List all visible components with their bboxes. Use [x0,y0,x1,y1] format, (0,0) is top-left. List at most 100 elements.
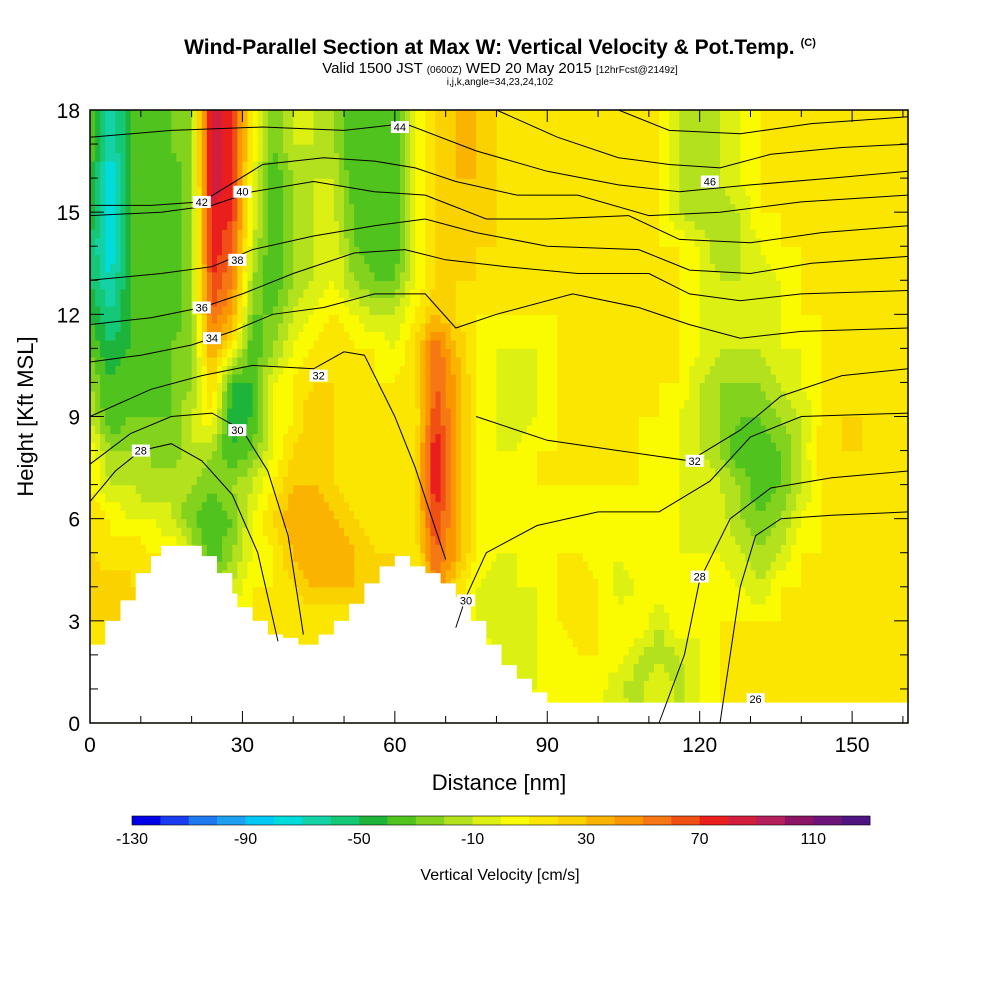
field-cell [217,161,223,171]
field-cell [100,476,106,486]
field-cell [333,561,340,571]
field-cell [150,510,157,520]
field-cell [90,246,96,256]
field-cell [201,118,208,128]
field-cell [323,322,330,332]
field-cell [135,178,142,188]
field-cell [374,356,381,367]
field-cell [328,365,335,375]
field-cell [100,595,106,605]
field-cell [217,390,223,401]
field-cell [384,416,391,426]
field-cell [105,373,111,384]
field-cell [95,433,101,443]
field-cell [222,373,228,384]
field-cell [328,373,335,384]
field-cell [90,220,96,230]
field-cell [120,127,127,137]
field-cell [110,229,116,239]
field-cell [161,212,167,222]
field-cell [288,135,294,145]
field-cell [100,527,106,537]
field-cell [293,288,299,298]
field-cell [399,425,406,435]
field-cell [389,254,396,264]
field-cell [354,152,360,162]
field-cell [318,152,325,162]
field-cell [410,169,416,179]
field-cell [277,612,284,622]
field-cell [232,535,238,545]
field-cell [120,254,127,264]
field-cell [420,271,426,281]
field-cell [323,629,330,639]
field-cell [349,484,355,494]
field-cell [394,476,401,486]
field-cell [283,603,289,613]
field-cell [405,373,411,384]
field-cell [420,365,426,375]
field-cell [90,476,96,486]
field-cell [181,373,188,384]
field-cell [191,178,198,188]
field-cell [288,416,294,426]
field-cell [262,246,269,256]
field-cell [303,399,310,409]
field-cell [430,552,437,562]
field-cell [242,578,249,588]
field-cell [288,544,294,554]
field-cell [430,501,437,511]
field-cell [323,263,330,273]
field-cell [90,637,96,647]
field-cell [389,263,396,273]
field-cell [120,237,127,247]
field-cell [272,135,279,145]
field-cell [130,373,137,384]
field-cell [176,365,183,375]
field-cell [247,467,254,477]
field-cell [410,484,416,494]
field-cell [344,407,350,418]
field-cell [145,314,152,324]
field-cell [405,501,411,511]
field-cell [298,425,304,435]
field-cell [135,501,142,511]
field-cell [120,535,127,545]
field-cell [425,382,432,392]
field-cell [288,280,294,290]
field-cell [435,237,442,247]
field-cell [364,237,371,247]
field-cell [410,382,416,392]
field-cell [328,399,335,409]
field-cell [130,459,137,469]
field-cell [181,518,188,528]
field-cell [394,178,401,188]
field-cell [95,169,101,179]
field-cell [288,246,294,256]
field-cell [242,110,249,120]
field-cell [430,365,437,375]
field-cell [272,416,279,426]
field-cell [435,229,442,239]
field-cell [359,390,365,401]
field-cell [110,152,116,162]
field-cell [272,561,279,571]
field-cell [105,544,111,554]
field-cell [293,476,299,486]
field-cell [90,178,96,188]
field-cell [430,484,437,494]
field-cell [288,203,294,213]
field-cell [420,186,426,196]
field-cell [303,382,310,392]
field-cell [420,220,426,230]
field-cell [288,110,294,120]
field-cell [349,152,355,162]
field-cell [303,161,310,171]
field-cell [90,305,96,315]
field-cell [308,254,315,264]
field-cell [394,305,401,315]
field-cell [247,118,254,128]
field-cell [303,237,310,247]
field-cell [298,212,304,222]
field-cell [227,399,233,409]
